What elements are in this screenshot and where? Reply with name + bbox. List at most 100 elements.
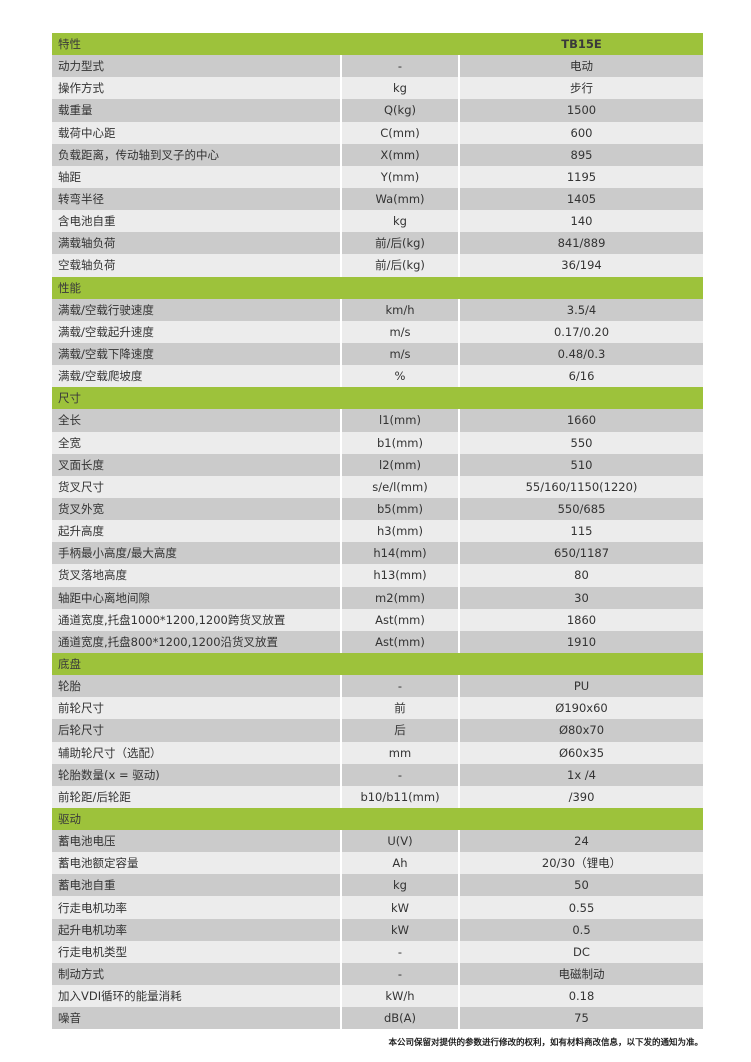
spec-unit: l1(mm) bbox=[342, 409, 458, 432]
spec-value: 841/889 bbox=[460, 232, 703, 255]
spec-name: 起升高度 bbox=[52, 520, 340, 543]
header-title: 特性 bbox=[58, 37, 81, 52]
spec-name: 轴距 bbox=[52, 165, 340, 188]
spec-value: PU bbox=[460, 675, 703, 698]
spec-name: 手柄最小高度/最大高度 bbox=[52, 542, 340, 565]
spec-value: 步行 bbox=[460, 77, 703, 100]
spec-unit: - bbox=[342, 962, 458, 986]
spec-name: 叉面长度 bbox=[52, 453, 340, 476]
spec-name: 起升电机功率 bbox=[52, 918, 340, 941]
spec-unit: - bbox=[342, 763, 458, 786]
spec-name: 负载距离，传动轴到叉子的中心 bbox=[52, 143, 340, 166]
spec-unit: l2(mm) bbox=[342, 453, 458, 476]
section-title: 尺寸 bbox=[58, 391, 81, 406]
table-row: 动力型式 - 电动 bbox=[52, 55, 703, 78]
spec-unit: X(mm) bbox=[342, 143, 458, 166]
table-row: 满载/空载下降速度 m/s 0.48/0.3 bbox=[52, 342, 703, 366]
spec-value: 600 bbox=[460, 121, 703, 144]
spec-unit: Ah bbox=[342, 852, 458, 875]
spec-value: 1860 bbox=[460, 608, 703, 631]
spec-name: 全宽 bbox=[52, 431, 340, 454]
spec-unit: 后 bbox=[342, 719, 458, 742]
table-row: 叉面长度 l2(mm) 510 bbox=[52, 453, 703, 476]
spec-value: 电磁制动 bbox=[460, 962, 703, 986]
spec-unit: b1(mm) bbox=[342, 431, 458, 454]
spec-name: 通道宽度,托盘1000*1200,1200跨货叉放置 bbox=[52, 608, 340, 631]
spec-value: Ø80x70 bbox=[460, 719, 703, 742]
spec-value: 1500 bbox=[460, 99, 703, 122]
table-row: 制动方式 - 电磁制动 bbox=[52, 962, 703, 986]
table-row: 货叉尺寸 s/e/l(mm) 55/160/1150(1220) bbox=[52, 475, 703, 498]
spec-name: 满载/空载起升速度 bbox=[52, 320, 340, 343]
table-row: 蓄电池电压 U(V) 24 bbox=[52, 830, 703, 853]
section-header: 尺寸 bbox=[52, 387, 703, 410]
spec-name: 后轮尺寸 bbox=[52, 719, 340, 742]
spec-value: 3.5/4 bbox=[460, 298, 703, 321]
table-row: 辅助轮尺寸（选配） mm Ø60x35 bbox=[52, 741, 703, 764]
table-row: 加入VDI循环的能量消耗 kW/h 0.18 bbox=[52, 985, 703, 1008]
spec-name: 满载轴负荷 bbox=[52, 232, 340, 255]
table-row: 载重量 Q(kg) 1500 bbox=[52, 99, 703, 122]
spec-unit: s/e/l(mm) bbox=[342, 475, 458, 498]
spec-name: 加入VDI循环的能量消耗 bbox=[52, 985, 340, 1008]
spec-name: 前轮尺寸 bbox=[52, 697, 340, 720]
spec-unit: km/h bbox=[342, 298, 458, 321]
spec-unit: 前 bbox=[342, 697, 458, 720]
spec-unit: Wa(mm) bbox=[342, 187, 458, 211]
spec-unit: h3(mm) bbox=[342, 520, 458, 543]
spec-name: 全长 bbox=[52, 409, 340, 432]
spec-value: 1660 bbox=[460, 409, 703, 432]
spec-name: 蓄电池额定容量 bbox=[52, 852, 340, 875]
table-row: 后轮尺寸后 Ø80x70 bbox=[52, 719, 703, 742]
spec-name: 满载/空载爬坡度 bbox=[52, 365, 340, 388]
spec-value: Ø60x35 bbox=[460, 741, 703, 764]
spec-value: 6/16 bbox=[460, 365, 703, 388]
section-header: 性能 bbox=[52, 276, 703, 299]
spec-unit: 前/后(kg) bbox=[342, 232, 458, 255]
spec-name: 货叉外宽 bbox=[52, 497, 340, 521]
table-row: 全长 l1(mm) 1660 bbox=[52, 409, 703, 432]
table-row: 货叉外宽 b5(mm) 550/685 bbox=[52, 497, 703, 521]
table-row: 转弯半径 Wa(mm) 1405 bbox=[52, 187, 703, 211]
spec-value: Ø190x60 bbox=[460, 697, 703, 720]
spec-value: 80 bbox=[460, 564, 703, 587]
spec-unit: m2(mm) bbox=[342, 586, 458, 609]
spec-unit: % bbox=[342, 365, 458, 388]
table-row: 全宽 b1(mm) 550 bbox=[52, 431, 703, 454]
spec-name: 货叉落地高度 bbox=[52, 564, 340, 587]
spec-name: 行走电机类型 bbox=[52, 940, 340, 963]
table-row: 负载距离，传动轴到叉子的中心 X(mm) 895 bbox=[52, 143, 703, 166]
spec-name: 载重量 bbox=[52, 99, 340, 122]
spec-name: 制动方式 bbox=[52, 962, 340, 986]
spec-unit: - bbox=[342, 675, 458, 698]
spec-unit: - bbox=[342, 55, 458, 78]
spec-name: 转弯半径 bbox=[52, 187, 340, 211]
spec-value: 75 bbox=[460, 1007, 703, 1030]
section-header: 驱动 bbox=[52, 807, 703, 831]
table-row: 行走电机功率 kW 0.55 bbox=[52, 896, 703, 919]
spec-value: 550 bbox=[460, 431, 703, 454]
spec-value: 550/685 bbox=[460, 497, 703, 521]
section-header: 底盘 bbox=[52, 652, 703, 676]
spec-name: 满载/空载行驶速度 bbox=[52, 298, 340, 321]
spec-value: 0.48/0.3 bbox=[460, 342, 703, 366]
spec-unit: kg bbox=[342, 874, 458, 897]
spec-name: 操作方式 bbox=[52, 77, 340, 100]
spec-unit: Y(mm) bbox=[342, 165, 458, 188]
spec-value: 电动 bbox=[460, 55, 703, 78]
spec-value: 0.17/0.20 bbox=[460, 320, 703, 343]
section-title: 底盘 bbox=[58, 657, 81, 671]
spec-unit: mm bbox=[342, 741, 458, 764]
spec-name: 通道宽度,托盘800*1200,1200沿货叉放置 bbox=[52, 630, 340, 653]
spec-name: 轮胎 bbox=[52, 675, 340, 698]
spec-value: DC bbox=[460, 940, 703, 963]
table-row: 货叉落地高度 h13(mm) 80 bbox=[52, 564, 703, 587]
spec-name: 前轮距/后轮距 bbox=[52, 785, 340, 808]
model-name: TB15E bbox=[561, 37, 602, 52]
spec-name: 蓄电池电压 bbox=[52, 830, 340, 853]
spec-name: 载荷中心距 bbox=[52, 121, 340, 144]
spec-name: 空载轴负荷 bbox=[52, 254, 340, 277]
spec-name: 行走电机功率 bbox=[52, 896, 340, 919]
table-row: 噪音 dB(A) 75 bbox=[52, 1007, 703, 1030]
table-row: 手柄最小高度/最大高度 h14(mm) 650/1187 bbox=[52, 542, 703, 565]
